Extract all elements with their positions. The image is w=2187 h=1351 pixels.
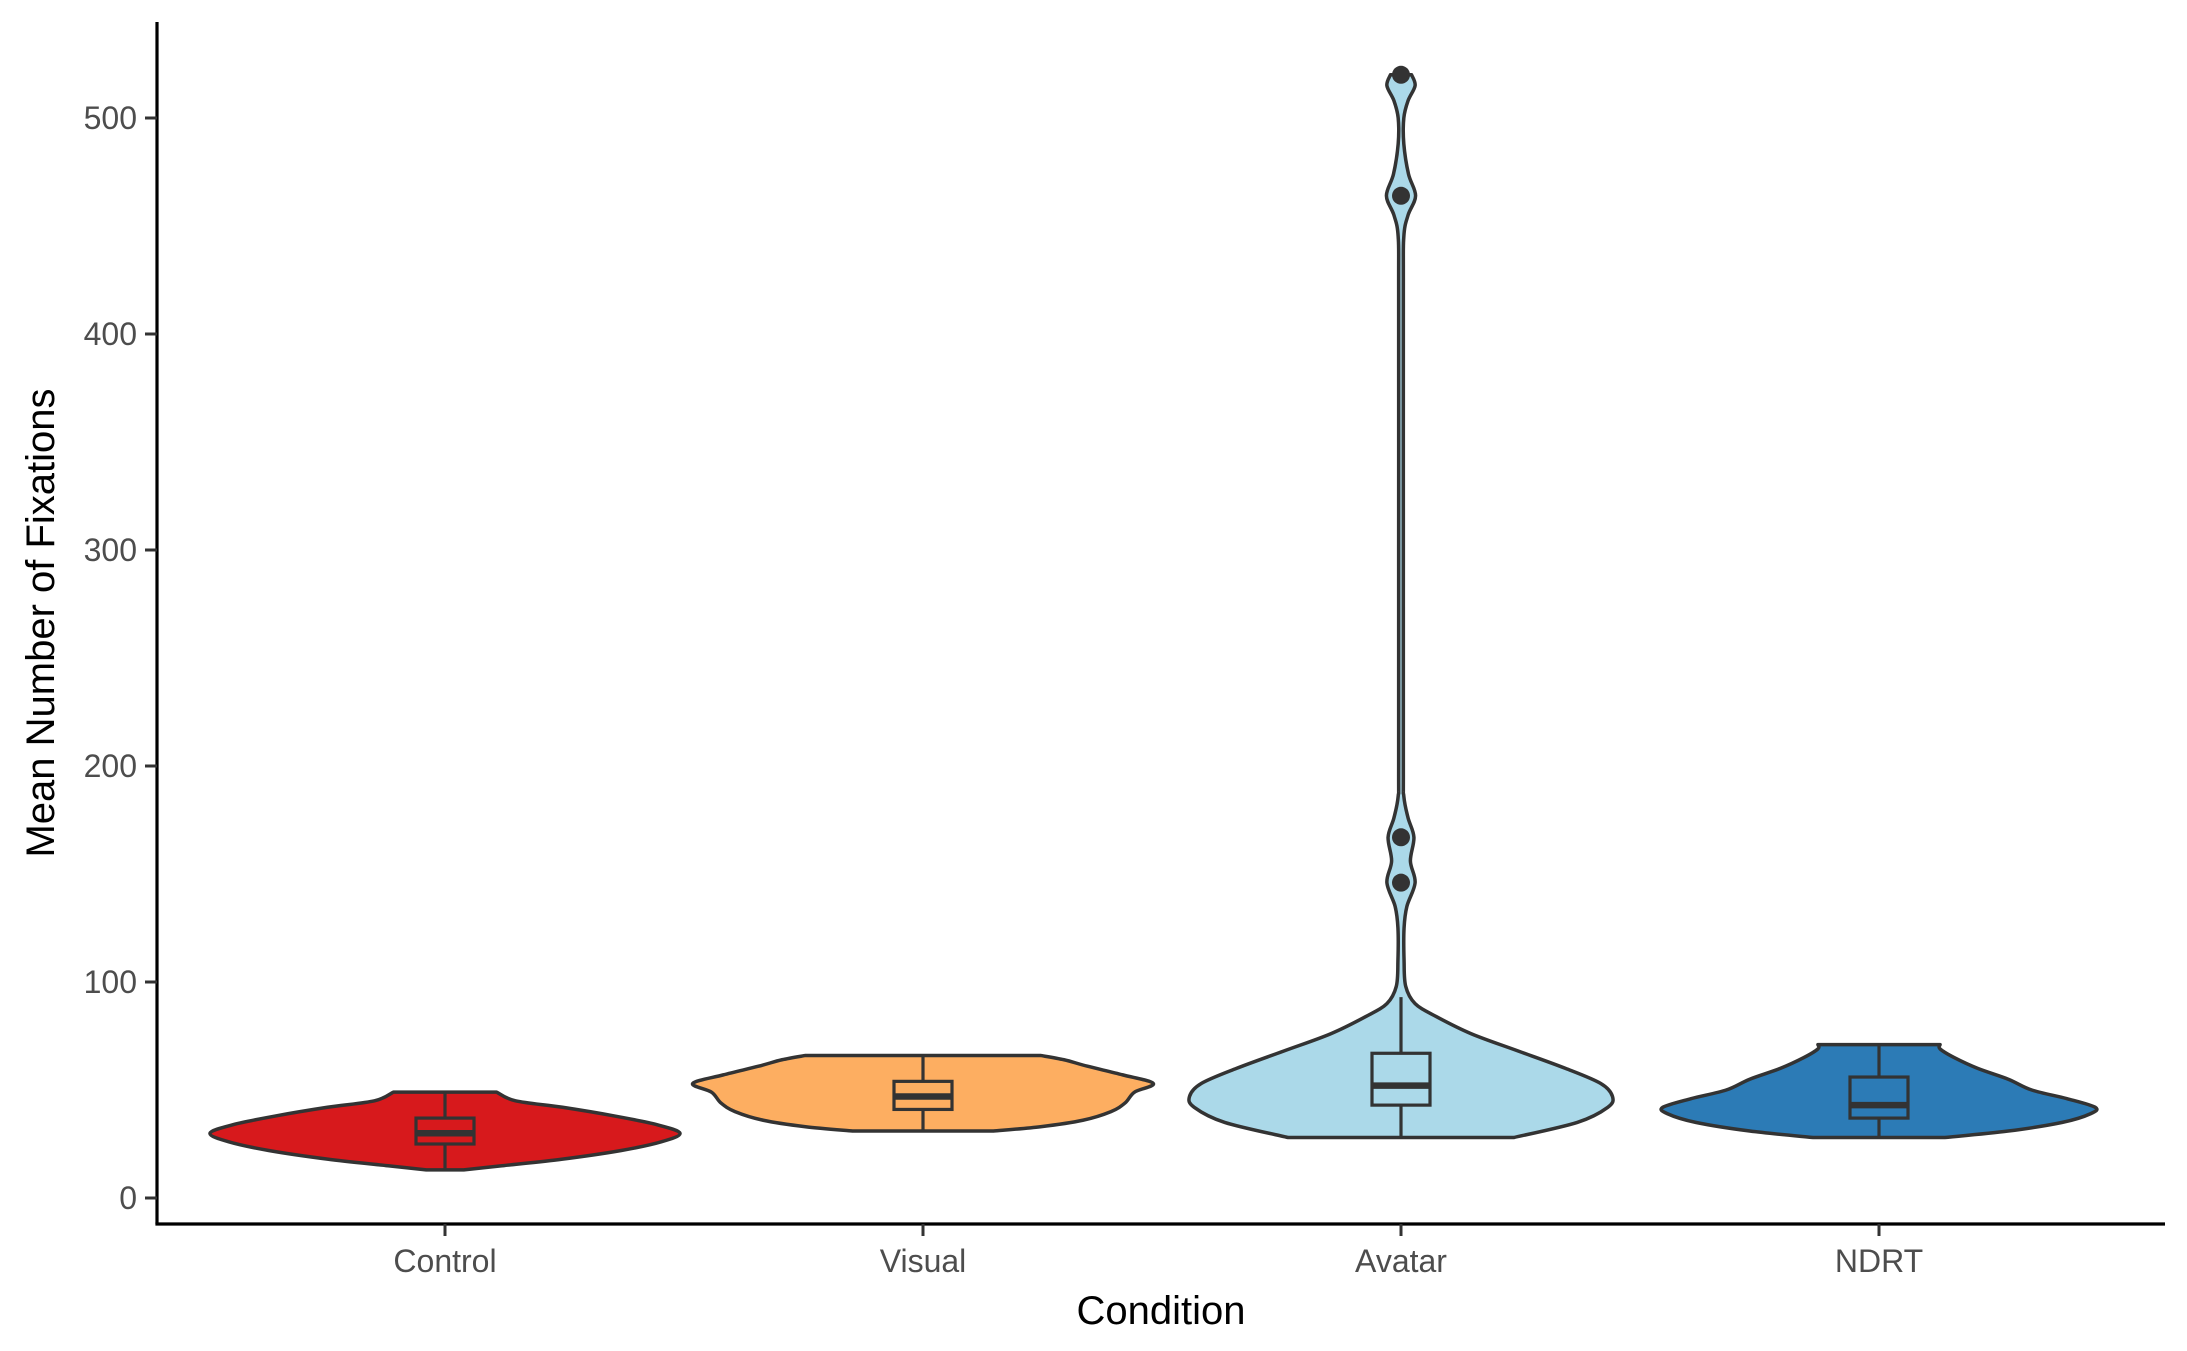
violin-ndrt	[1659, 1042, 2099, 1140]
y-tick-label: 500	[84, 100, 137, 136]
x-tick-label-visual: Visual	[880, 1243, 967, 1279]
violins-layer	[208, 73, 2099, 1172]
outlier-point-avatar-3	[1392, 65, 1410, 84]
axes-layer	[145, 22, 2165, 1236]
x-tick-label-ndrt: NDRT	[1835, 1243, 1923, 1279]
y-tick-label: 300	[84, 532, 137, 568]
y-axis-title: Mean Number of Fixations	[19, 388, 63, 857]
x-axis-title: Condition	[1076, 1289, 1245, 1333]
outlier-point-avatar-0	[1392, 873, 1410, 892]
outlier-point-avatar-1	[1392, 828, 1410, 847]
outliers-layer	[1392, 65, 1410, 892]
y-tick-label: 100	[84, 964, 137, 1000]
labels-layer: Condition Mean Number of Fixations 0 100 2…	[19, 100, 1923, 1333]
y-tick-label: 0	[119, 1180, 137, 1216]
violin-avatar	[1187, 73, 1615, 1140]
outlier-point-avatar-2	[1392, 186, 1410, 205]
box-avatar	[1370, 1051, 1432, 1107]
boxplots-layer	[414, 997, 1910, 1170]
y-tick-label: 200	[84, 748, 137, 784]
y-tick-label: 400	[84, 316, 137, 352]
x-tick-label-avatar: Avatar	[1355, 1243, 1447, 1279]
x-tick-label-control: Control	[393, 1243, 496, 1279]
box-ndrt	[1848, 1075, 1910, 1120]
